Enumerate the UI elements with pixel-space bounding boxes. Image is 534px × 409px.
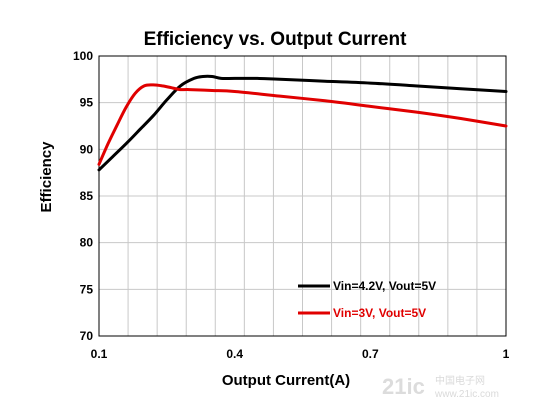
x-tick-label: 0.1 bbox=[91, 347, 108, 361]
y-tick-label: 95 bbox=[80, 96, 94, 110]
x-axis-label: Output Current(A) bbox=[222, 372, 350, 389]
x-tick-labels: 0.1 0.4 0.7 1 bbox=[91, 347, 510, 361]
watermark-subtext: 中国电子网 bbox=[435, 374, 485, 387]
watermark-logo: 21ic 中国电子网 www.21ic.com bbox=[382, 374, 499, 400]
legend-label-vin-3v: Vin=3V, Vout=5V bbox=[333, 306, 426, 320]
chart-title: Efficiency vs. Output Current bbox=[144, 29, 408, 50]
x-tick-label: 0.7 bbox=[362, 347, 379, 361]
y-tick-label: 100 bbox=[73, 49, 93, 63]
series-line-vin-4-2v bbox=[97, 74, 508, 172]
x-tick-label: 0.4 bbox=[226, 347, 243, 361]
watermark-text: 21ic bbox=[382, 374, 425, 399]
legend: Vin=4.2V, Vout=5V Vin=3V, Vout=5V bbox=[298, 279, 436, 320]
watermark-url: www.21ic.com bbox=[434, 389, 499, 400]
y-tick-label: 90 bbox=[80, 142, 94, 156]
y-tick-label: 80 bbox=[80, 236, 94, 250]
y-tick-label: 85 bbox=[80, 189, 94, 203]
y-tick-label: 75 bbox=[80, 282, 94, 296]
series-lines bbox=[97, 74, 508, 172]
plot-frame bbox=[98, 55, 507, 337]
y-tick-label: 70 bbox=[80, 329, 94, 343]
x-tick-label: 1 bbox=[503, 347, 510, 361]
y-tick-labels: 70 75 80 85 90 95 100 bbox=[73, 49, 93, 343]
legend-label-vin-4-2v: Vin=4.2V, Vout=5V bbox=[333, 279, 436, 293]
series-line-vin-3v bbox=[97, 83, 508, 166]
y-axis-label: Efficiency bbox=[38, 141, 55, 213]
